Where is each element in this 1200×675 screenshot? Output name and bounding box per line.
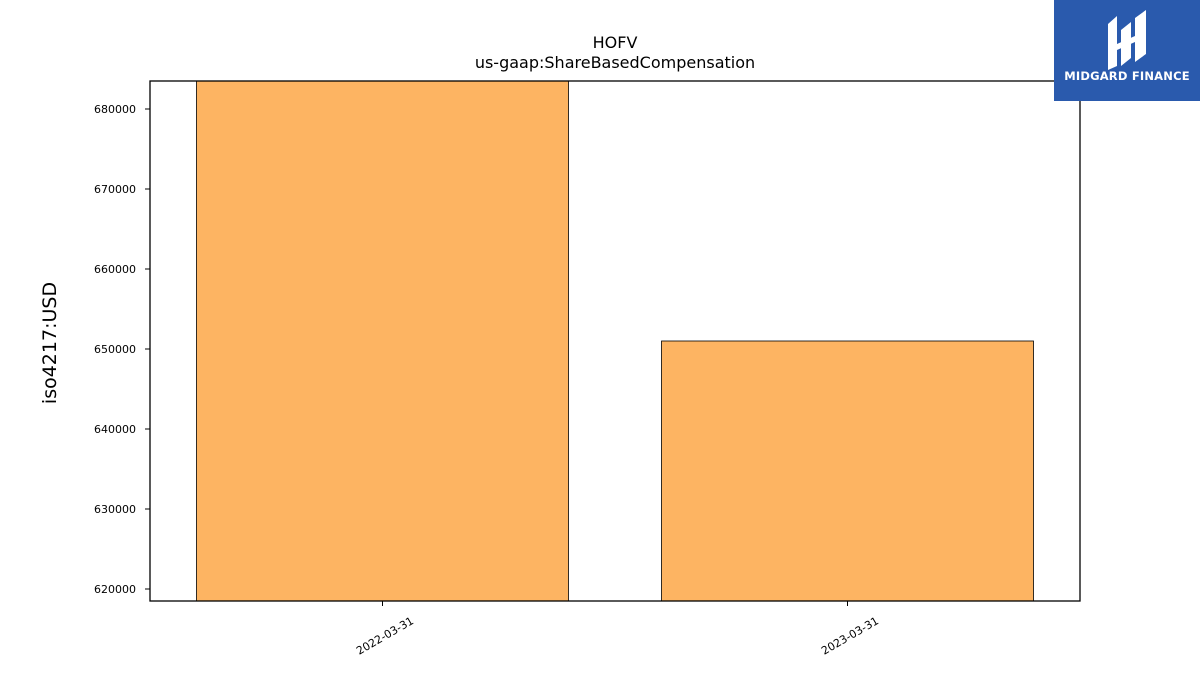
y-tick-label: 630000 [94, 503, 136, 516]
bars-layer [196, 81, 1034, 601]
brand-name: MIDGARD FINANCE [1064, 69, 1190, 83]
y-axis-label: iso4217:USD [39, 282, 61, 404]
x-tick-label: 2022-03-31 [354, 614, 416, 657]
midgard-logo-icon [1108, 10, 1146, 70]
bar-2023-03-31 [661, 340, 1034, 601]
brand-logo: MIDGARD FINANCE [1054, 0, 1200, 101]
plot-frame [149, 80, 1081, 602]
y-tick-label: 620000 [94, 583, 136, 596]
chart-subtitle: us-gaap:ShareBasedCompensation [475, 53, 755, 72]
chart-title: HOFV [593, 33, 638, 52]
y-tick-label: 650000 [94, 343, 136, 356]
x-tick-label: 2023-03-31 [819, 614, 881, 657]
y-tick-label: 670000 [94, 183, 136, 196]
y-tick-label: 640000 [94, 423, 136, 436]
bar-2022-03-31 [196, 81, 569, 601]
y-tick-label: 660000 [94, 263, 136, 276]
y-tick-label: 680000 [94, 103, 136, 116]
